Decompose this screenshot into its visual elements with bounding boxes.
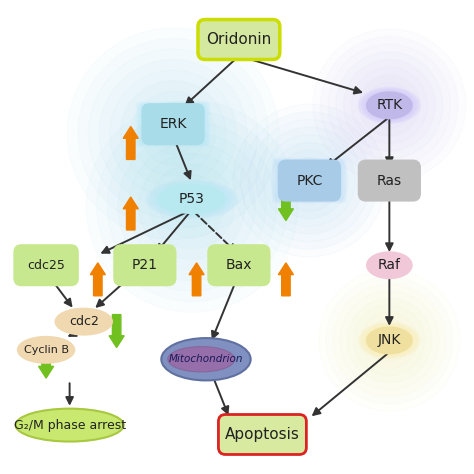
FancyArrow shape (278, 263, 293, 296)
FancyArrow shape (109, 315, 124, 347)
FancyBboxPatch shape (143, 104, 204, 144)
Text: G₂/M phase arrest: G₂/M phase arrest (14, 419, 126, 432)
Ellipse shape (151, 182, 233, 217)
FancyArrow shape (91, 263, 105, 296)
FancyBboxPatch shape (273, 158, 346, 203)
Ellipse shape (155, 184, 228, 214)
Ellipse shape (364, 91, 415, 120)
Text: PKC: PKC (296, 173, 323, 188)
Ellipse shape (365, 91, 414, 119)
FancyBboxPatch shape (137, 102, 210, 146)
Ellipse shape (360, 324, 419, 357)
Text: RTK: RTK (376, 98, 402, 112)
FancyBboxPatch shape (279, 162, 340, 200)
FancyBboxPatch shape (359, 161, 420, 201)
FancyBboxPatch shape (140, 104, 206, 145)
Ellipse shape (364, 326, 415, 356)
Ellipse shape (149, 182, 235, 217)
Ellipse shape (358, 322, 420, 358)
Text: ERK: ERK (159, 117, 187, 131)
Ellipse shape (367, 252, 412, 278)
Ellipse shape (367, 328, 412, 354)
FancyArrow shape (189, 263, 204, 296)
Ellipse shape (146, 180, 238, 219)
FancyBboxPatch shape (198, 19, 280, 60)
Text: Ras: Ras (377, 173, 402, 188)
FancyBboxPatch shape (280, 162, 339, 199)
Text: Mitochondrion: Mitochondrion (169, 354, 243, 364)
FancyBboxPatch shape (141, 105, 205, 144)
Text: P53: P53 (179, 192, 205, 206)
FancyBboxPatch shape (136, 101, 210, 147)
Ellipse shape (154, 184, 230, 215)
Ellipse shape (367, 92, 412, 118)
Ellipse shape (365, 326, 414, 355)
Ellipse shape (147, 181, 237, 218)
Ellipse shape (359, 323, 419, 358)
FancyBboxPatch shape (138, 103, 209, 146)
Ellipse shape (362, 89, 417, 121)
Ellipse shape (157, 185, 227, 214)
Ellipse shape (366, 327, 413, 354)
Ellipse shape (55, 309, 112, 335)
Ellipse shape (362, 324, 417, 356)
FancyBboxPatch shape (14, 245, 78, 285)
FancyBboxPatch shape (143, 105, 204, 143)
FancyBboxPatch shape (219, 414, 306, 455)
FancyBboxPatch shape (278, 161, 341, 200)
FancyArrow shape (38, 345, 54, 378)
Ellipse shape (363, 90, 416, 121)
FancyBboxPatch shape (272, 158, 347, 203)
Text: Raf: Raf (378, 258, 401, 272)
FancyBboxPatch shape (275, 160, 344, 201)
Text: Cyclin B: Cyclin B (24, 345, 69, 355)
FancyBboxPatch shape (279, 161, 340, 201)
Text: Oridonin: Oridonin (206, 32, 272, 47)
Ellipse shape (360, 89, 419, 122)
Ellipse shape (152, 183, 231, 216)
FancyBboxPatch shape (114, 245, 175, 285)
Ellipse shape (359, 88, 419, 123)
Text: cdc25: cdc25 (27, 259, 65, 272)
Ellipse shape (161, 338, 251, 381)
Ellipse shape (366, 92, 413, 119)
Ellipse shape (358, 87, 420, 123)
Ellipse shape (168, 346, 235, 372)
FancyArrow shape (278, 188, 293, 220)
FancyBboxPatch shape (209, 245, 269, 285)
Ellipse shape (18, 337, 74, 363)
FancyArrow shape (123, 127, 138, 159)
Ellipse shape (16, 409, 124, 442)
Ellipse shape (363, 325, 416, 356)
Text: Bax: Bax (226, 258, 252, 272)
FancyBboxPatch shape (274, 159, 345, 202)
FancyBboxPatch shape (144, 106, 202, 142)
Text: P21: P21 (132, 258, 158, 272)
FancyBboxPatch shape (139, 103, 207, 145)
Ellipse shape (159, 186, 225, 213)
Text: Apoptosis: Apoptosis (225, 427, 300, 442)
FancyBboxPatch shape (276, 160, 342, 201)
Text: cdc2: cdc2 (69, 315, 99, 328)
FancyArrow shape (123, 197, 138, 230)
Text: JNK: JNK (378, 333, 401, 347)
